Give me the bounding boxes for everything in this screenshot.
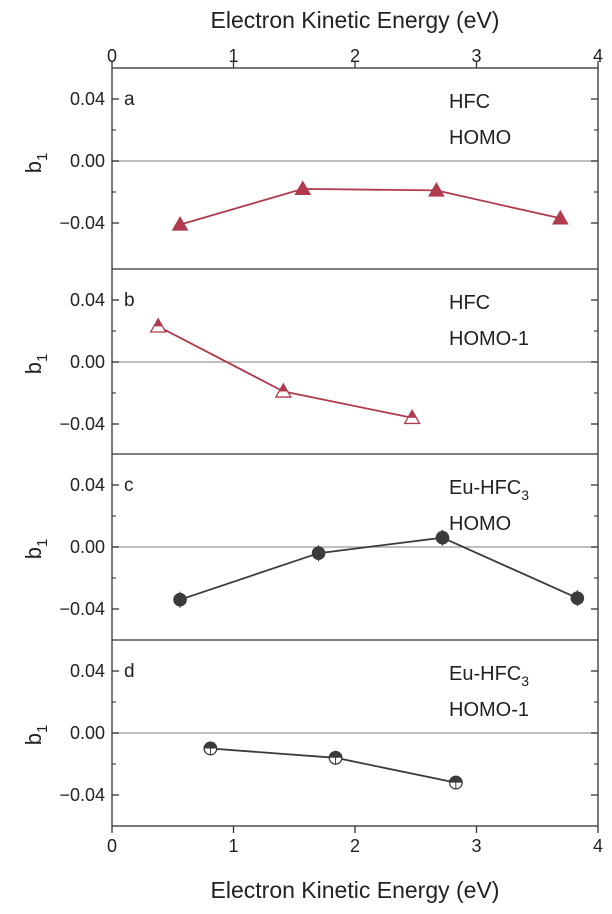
y-tick-label: −0.04: [59, 414, 105, 434]
y-tick-label: 0.00: [70, 723, 105, 743]
panel-a: 0.04 0.00 −0.04 b1 a HFC HOMO: [21, 89, 598, 233]
y-tick-label: −0.04: [59, 599, 105, 619]
top-x-axis-title: Electron Kinetic Energy (eV): [211, 7, 500, 33]
panel-annotation-line2: HOMO-1: [449, 699, 529, 721]
y-tick-label: 0.00: [70, 352, 105, 372]
y-axis-label: b1: [21, 153, 51, 174]
panel-letter: a: [124, 89, 135, 110]
y-axis-label-sub: 1: [34, 354, 51, 362]
panel-c: 0.04 0.00 −0.04 b1 c Eu-HFC3 HOMO: [21, 453, 598, 619]
top-x-tick-label: 1: [228, 46, 238, 66]
data-point: [428, 181, 445, 197]
panel-annotation-line2: HOMO: [449, 513, 511, 535]
series-line: [157, 325, 413, 419]
data-point-fill: [407, 410, 417, 418]
y-axis-label-sub: 1: [34, 725, 51, 733]
bottom-x-axis: 0 1 2 3 4: [107, 826, 603, 856]
series-line: [179, 187, 561, 226]
y-axis-label: b1: [21, 354, 51, 375]
y-axis-label-main: b: [21, 733, 46, 745]
top-x-axis: 0 1 2 3 4: [107, 46, 603, 68]
bottom-x-tick-label: 1: [228, 836, 238, 856]
panel-annotation-line1: HFC: [449, 292, 490, 314]
data-point: [171, 216, 189, 231]
bottom-x-tick-label: 0: [107, 836, 117, 856]
y-tick-label: 0.04: [70, 89, 105, 109]
panel-annotation-subscript: 3: [521, 487, 529, 503]
y-axis-label-main: b: [21, 161, 46, 173]
data-point: [551, 209, 569, 225]
bottom-x-tick-label: 2: [350, 836, 360, 856]
y-tick-label: 0.04: [70, 290, 105, 310]
bottom-x-tick-label: 3: [471, 836, 481, 856]
panel-annotation-line2: HOMO: [449, 127, 511, 149]
panel-letter: c: [124, 475, 134, 496]
data-point-fill: [279, 383, 288, 392]
panel-letter: d: [124, 661, 135, 682]
y-tick-label: 0.04: [70, 661, 105, 681]
y-tick-label: 0.04: [70, 475, 105, 495]
y-tick-label: 0.00: [70, 537, 105, 557]
bottom-x-axis-title: Electron Kinetic Energy (eV): [211, 877, 500, 903]
y-tick-label: 0.00: [70, 151, 105, 171]
panel-annotation-subscript: 3: [521, 673, 529, 689]
top-x-tick-label: 4: [593, 46, 603, 66]
top-x-tick-label: 3: [471, 46, 481, 66]
panel-annotation-line1: Eu-HFC3: [449, 477, 529, 503]
y-axis-label: b1: [21, 539, 51, 560]
data-point: [294, 180, 312, 196]
top-x-tick-label: 2: [350, 46, 360, 66]
panel-d: 0.04 0.00 −0.04 b1 d Eu-HFC3 HOMO-1: [21, 639, 598, 805]
series-line: [179, 536, 578, 601]
panel-annotation-line2: HOMO-1: [449, 328, 529, 350]
y-tick-label: −0.04: [59, 785, 105, 805]
panel-annotation-line1: Eu-HFC3: [449, 663, 529, 689]
y-axis-label-sub: 1: [34, 153, 51, 161]
data-point-fill: [154, 318, 163, 327]
panel-letter: b: [124, 290, 135, 311]
top-x-tick-label: 0: [107, 46, 117, 66]
y-axis-label-sub: 1: [34, 539, 51, 547]
bottom-x-tick-label: 4: [593, 836, 603, 856]
y-tick-label: −0.04: [59, 213, 105, 233]
panel-annotation-line1: HFC: [449, 91, 490, 113]
y-axis-label-main: b: [21, 362, 46, 374]
y-axis-label-main: b: [21, 547, 46, 559]
y-axis-label: b1: [21, 725, 51, 746]
